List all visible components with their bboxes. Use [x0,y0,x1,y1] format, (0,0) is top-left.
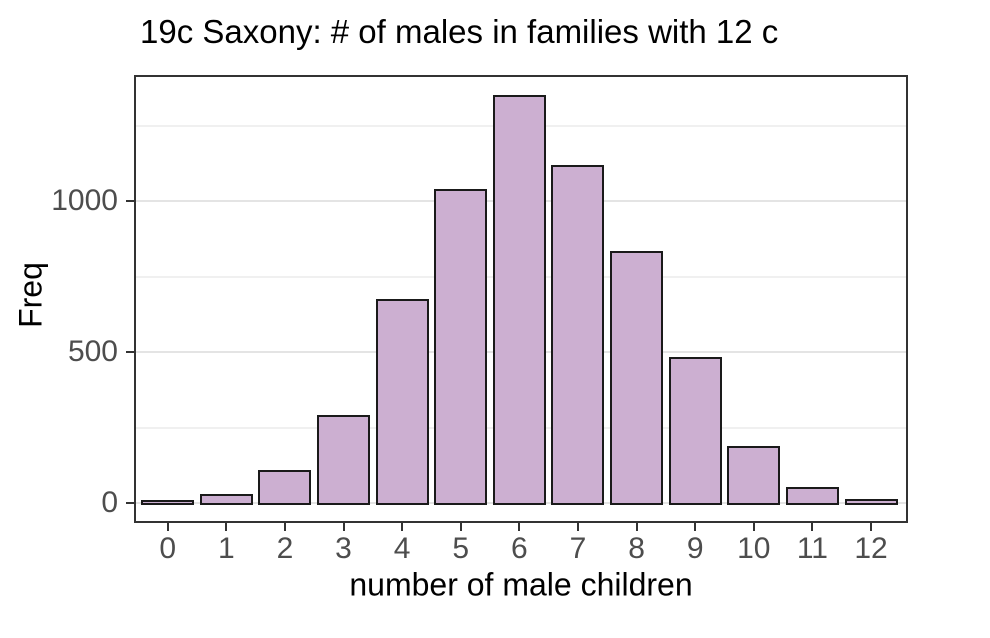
y-tick-mark [126,351,134,353]
x-tick-label: 2 [276,532,294,565]
bar-7 [551,165,605,505]
y-tick-label: 500 [67,335,118,368]
bar-0 [141,500,195,505]
bar-11 [785,487,839,505]
y-tick-label: 1000 [51,184,118,217]
y-tick-label: 0 [101,486,118,519]
x-tick-label: 1 [217,532,235,565]
bar-3 [317,414,371,505]
x-tick-label: 6 [511,532,528,565]
x-tick-mark [576,523,579,531]
x-tick-label: 4 [393,532,411,565]
y-tick-mark [126,200,134,202]
bar-5 [434,189,488,505]
x-tick-mark [752,523,755,531]
x-tick-label: 0 [159,532,177,565]
bar-1 [199,493,253,505]
x-tick-label: 9 [686,532,704,565]
x-tick-label: 8 [628,532,645,565]
chart-title: 19c Saxony: # of males in families with … [140,13,779,50]
x-tick-mark [401,523,404,531]
y-tick-mark [126,502,134,504]
bar-6 [492,95,546,505]
x-tick-mark [811,523,814,531]
x-tick-label: 10 [737,532,771,565]
x-tick-mark [518,523,521,531]
bar-12 [844,498,898,505]
x-tick-label: 3 [335,532,352,565]
x-axis-title: number of male children [349,566,693,603]
x-tick-label: 5 [452,532,470,565]
x-tick-mark [342,523,345,531]
x-tick-mark [635,523,638,531]
bar-4 [375,298,429,505]
x-tick-mark [166,523,169,531]
x-tick-mark [283,523,286,531]
y-axis-title: Freq [12,262,49,328]
bar-10 [727,446,781,505]
bar-8 [610,250,664,505]
x-tick-label: 11 [796,532,828,565]
x-tick-mark [694,523,697,531]
x-tick-mark [459,523,462,531]
bar-9 [668,356,722,505]
bar-2 [258,469,312,505]
x-tick-label: 7 [569,532,587,565]
plot-panel [134,75,908,523]
x-tick-mark [225,523,228,531]
x-tick-label: 12 [854,532,888,565]
x-tick-mark [870,523,873,531]
